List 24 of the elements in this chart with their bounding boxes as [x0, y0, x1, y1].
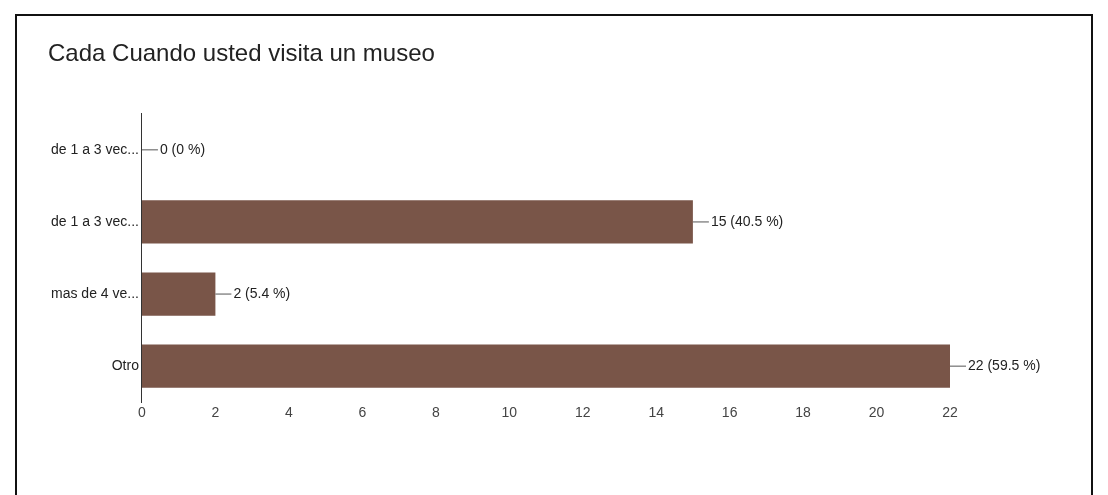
y-tick-label: Otro	[111, 357, 140, 374]
x-tick-label: 20	[868, 404, 885, 421]
x-tick-label: 6	[358, 404, 367, 421]
y-tick-label: de 1 a 3 vec...	[50, 212, 139, 229]
x-tick-label: 2	[211, 404, 220, 421]
x-tick-label: 0	[138, 404, 147, 421]
chart-title: Cada Cuando usted visita un museo	[48, 39, 435, 67]
x-tick-label: 10	[501, 404, 518, 421]
bar	[141, 344, 950, 388]
data-label: 0 (0 %)	[159, 140, 206, 157]
data-label: 15 (40.5 %)	[710, 212, 784, 229]
x-tick-label: 12	[574, 404, 591, 421]
x-tick-label: 22	[942, 404, 958, 421]
x-tick-label: 8	[431, 404, 440, 421]
y-tick-label: mas de 4 ve...	[51, 284, 139, 301]
bar	[141, 272, 216, 316]
x-tick-label: 4	[284, 404, 293, 421]
x-tick-label: 16	[721, 404, 738, 421]
bar	[141, 200, 693, 244]
x-tick-label: 18	[795, 404, 812, 421]
x-tick-label: 14	[648, 404, 665, 421]
y-tick-label: de 1 a 3 vec...	[50, 140, 139, 157]
data-label: 2 (5.4 %)	[233, 284, 291, 301]
data-label: 22 (59.5 %)	[968, 357, 1041, 374]
